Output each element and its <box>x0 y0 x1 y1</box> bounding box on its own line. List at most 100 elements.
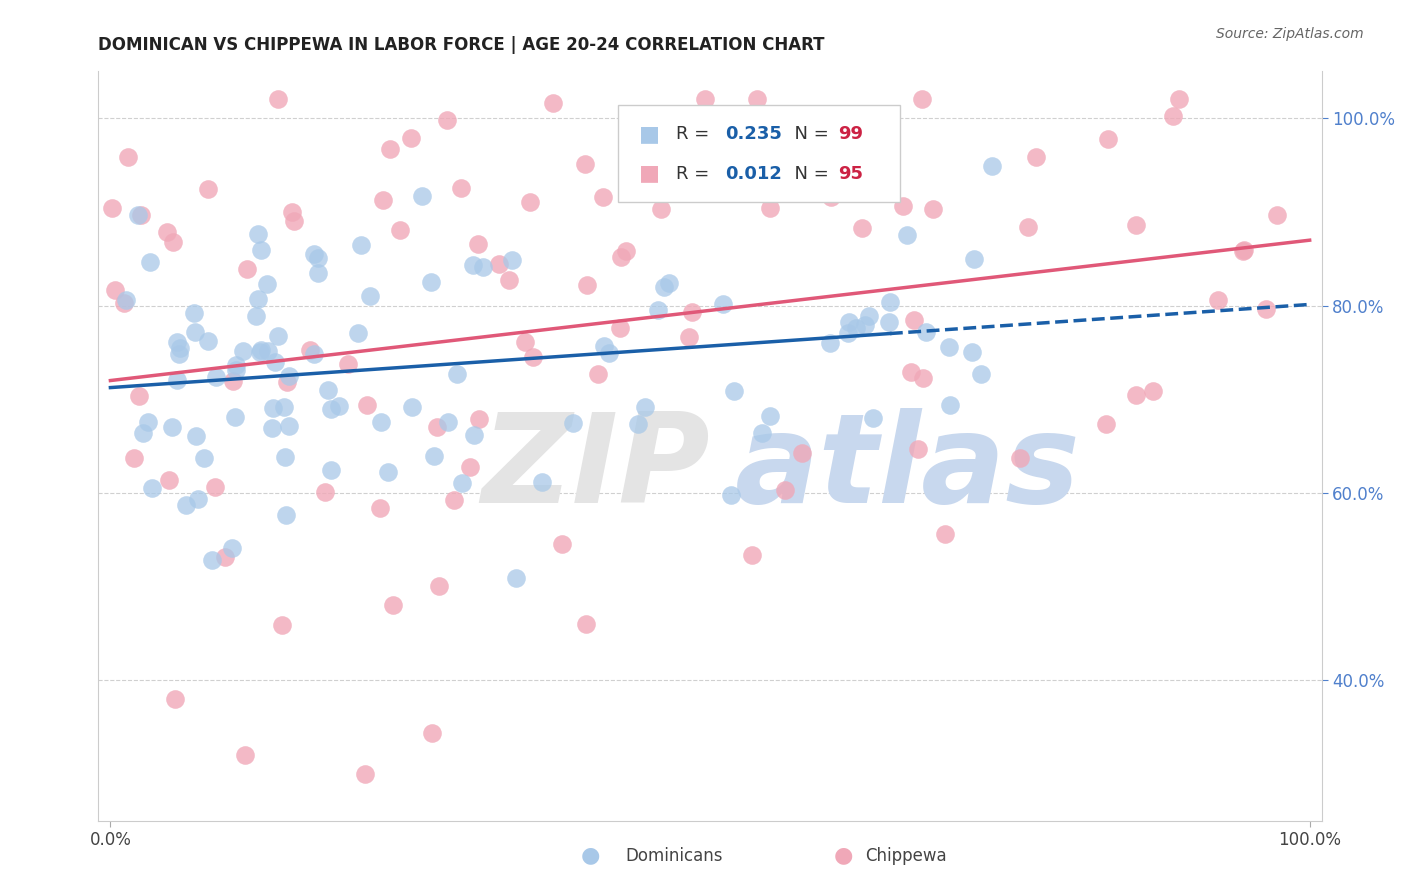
Point <box>276 508 298 522</box>
Text: R =: R = <box>676 125 714 143</box>
Text: 99: 99 <box>838 125 863 143</box>
Point <box>115 293 138 308</box>
Point <box>316 384 339 398</box>
Point <box>609 250 631 264</box>
Point <box>370 415 392 429</box>
Point <box>574 157 596 171</box>
Point <box>262 420 284 434</box>
Point <box>267 93 290 107</box>
Point <box>845 321 868 335</box>
Point <box>314 484 336 499</box>
Point <box>634 400 657 414</box>
Point <box>853 318 876 332</box>
Point <box>1025 150 1047 164</box>
Point <box>934 527 956 541</box>
Point <box>276 375 298 389</box>
Point <box>156 225 179 239</box>
Text: ZIP: ZIP <box>481 408 710 529</box>
Point <box>389 223 412 237</box>
Point <box>678 330 700 344</box>
Point <box>759 409 782 423</box>
Point <box>256 277 278 292</box>
Point <box>498 272 520 286</box>
Point <box>264 355 287 369</box>
Point <box>165 692 187 706</box>
Point <box>938 340 960 354</box>
Point <box>896 228 918 243</box>
Point <box>166 335 188 350</box>
Point <box>221 541 243 555</box>
Point <box>773 483 796 497</box>
Point <box>1206 293 1229 307</box>
Point <box>349 238 371 252</box>
Point <box>436 112 458 127</box>
Point <box>187 491 209 506</box>
Point <box>183 305 205 319</box>
Point <box>681 305 703 319</box>
Text: R =: R = <box>676 164 714 183</box>
Point <box>225 359 247 373</box>
Point <box>969 368 991 382</box>
Point <box>267 328 290 343</box>
Point <box>530 475 553 490</box>
Point <box>423 449 446 463</box>
Point <box>443 492 465 507</box>
Point <box>274 450 297 464</box>
Point <box>915 325 938 339</box>
Point <box>250 343 273 357</box>
Point <box>1125 387 1147 401</box>
Point <box>561 416 583 430</box>
Point <box>224 410 246 425</box>
Point <box>806 183 828 197</box>
Point <box>467 237 489 252</box>
Point <box>463 258 485 272</box>
Point <box>551 537 574 551</box>
Point <box>304 246 326 260</box>
Point <box>720 488 742 502</box>
Text: Chippewa: Chippewa <box>865 847 946 865</box>
Point <box>256 343 278 358</box>
Text: DOMINICAN VS CHIPPEWA IN LABOR FORCE | AGE 20-24 CORRELATION CHART: DOMINICAN VS CHIPPEWA IN LABOR FORCE | A… <box>98 36 825 54</box>
Point <box>1095 417 1118 432</box>
Point <box>1010 451 1032 466</box>
Text: N =: N = <box>783 125 835 143</box>
Point <box>167 347 190 361</box>
Point <box>838 315 860 329</box>
Text: ●: ● <box>834 846 853 865</box>
Point <box>222 374 245 388</box>
Point <box>437 415 460 429</box>
Point <box>647 302 669 317</box>
Point <box>157 473 180 487</box>
Point <box>921 202 943 217</box>
Point <box>446 368 468 382</box>
Point <box>792 445 814 459</box>
Point <box>759 201 782 215</box>
Point <box>162 235 184 249</box>
Point <box>1017 220 1039 235</box>
Point <box>963 252 986 266</box>
Point <box>592 190 614 204</box>
Point <box>593 339 616 353</box>
Point <box>463 427 485 442</box>
Point <box>245 309 267 323</box>
Text: ■: ■ <box>640 163 659 184</box>
Point <box>468 412 491 426</box>
Point <box>451 475 474 490</box>
Point <box>1233 243 1256 257</box>
Point <box>249 344 271 359</box>
Point <box>488 257 510 271</box>
Point <box>891 198 914 212</box>
Point <box>307 251 329 265</box>
Point <box>862 411 884 425</box>
Point <box>124 450 146 465</box>
Point <box>129 208 152 222</box>
Point <box>307 266 329 280</box>
Point <box>128 389 150 403</box>
Point <box>399 131 422 145</box>
Point <box>378 142 401 156</box>
Point <box>273 401 295 415</box>
Point <box>197 182 219 196</box>
Text: 95: 95 <box>838 164 863 183</box>
Text: ■: ■ <box>640 124 659 144</box>
Point <box>723 384 745 398</box>
